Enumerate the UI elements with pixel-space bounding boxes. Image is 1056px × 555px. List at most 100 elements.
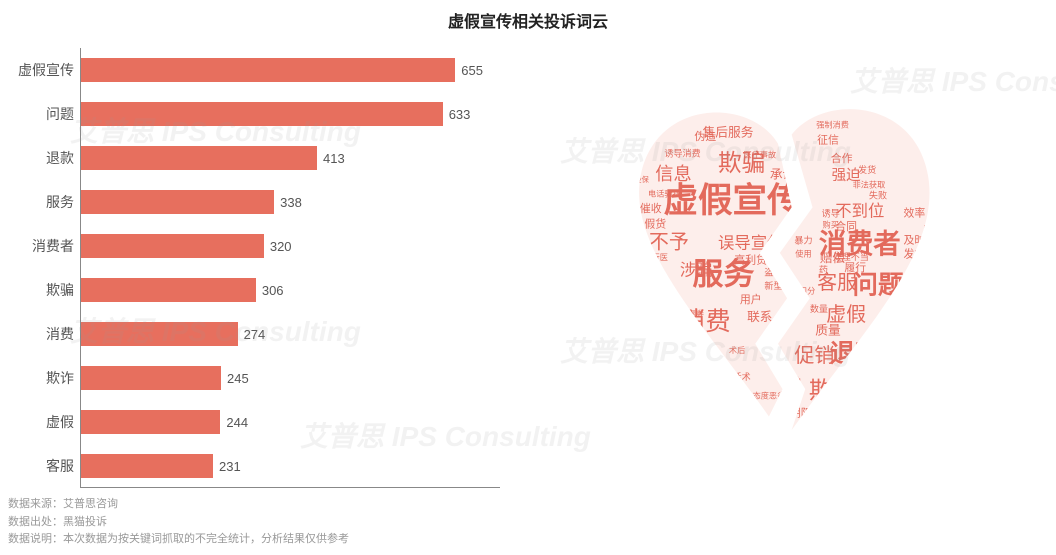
bar-category-label: 欺骗: [14, 280, 80, 300]
wordcloud-word: 商户: [655, 307, 673, 318]
wordcloud-word: 诱导消费: [664, 147, 700, 158]
wordcloud-word: 联系: [747, 309, 772, 324]
wordcloud-word: 处理: [658, 371, 698, 394]
wordcloud-word: 盗取: [764, 267, 782, 278]
wordcloud-word: 假货: [644, 216, 666, 230]
wordcloud-word: 药: [819, 265, 828, 275]
bar-fill: [81, 322, 238, 346]
wordcloud-word: 购买: [823, 219, 839, 229]
wordcloud-word: 阴阳: [790, 406, 812, 419]
broken-heart-wordcloud: 虚假宣传服务消费欺骗不予误导宣传涉骗广告处理不到信息售后服务承诺伪造诱导消费电话…: [568, 71, 988, 471]
bar-value-label: 274: [244, 327, 266, 342]
bar-category-label: 问题: [14, 104, 80, 124]
wordcloud-word: 涉骗: [680, 262, 713, 280]
wordcloud-word: 广告: [663, 339, 703, 362]
wordcloud-word: 催收: [640, 201, 662, 215]
bar-fill: [81, 366, 221, 390]
wordcloud-word: 售后: [660, 333, 678, 344]
wordcloud-word: 态度差: [642, 294, 669, 305]
bar-value-label: 244: [226, 415, 248, 430]
wordcloud-word: 退款: [830, 340, 881, 368]
wordcloud-word: 信息: [655, 164, 691, 184]
bar-row: 虚假 244: [14, 400, 510, 444]
bar-category-label: 退款: [14, 148, 80, 168]
wordcloud-word: 医嘱: [633, 253, 649, 262]
wordcloud-word: 术后: [729, 345, 745, 355]
wordcloud-word: 霸王条款: [903, 368, 936, 378]
bar-fill: [81, 454, 213, 478]
wordcloud-word: 医生: [625, 337, 640, 346]
bar-value-label: 633: [449, 107, 471, 122]
wordcloud-word: 使用: [795, 248, 811, 258]
wordcloud-word: 三包: [888, 299, 904, 309]
wordcloud-word: 新型: [764, 280, 782, 291]
wordcloud-word: 用户: [740, 292, 762, 306]
bar-category-label: 客服: [14, 456, 80, 476]
bar-value-label: 231: [219, 459, 241, 474]
main-area: 虚假宣传655问题633退款413服务338消费者320欺骗306消费274欺诈…: [0, 38, 1056, 488]
wordcloud-word: 优惠券: [679, 308, 704, 318]
wordcloud-word: 服务态度: [834, 422, 867, 432]
wordcloud-word: 发货: [903, 246, 925, 260]
wordcloud-word: 欺头: [908, 384, 930, 397]
bar-value-label: 320: [270, 239, 292, 254]
wordcloud-word: 办理: [779, 313, 795, 323]
wordcloud-word: 投保: [634, 175, 649, 184]
wordcloud-word: 及时: [903, 234, 925, 247]
footer-origin: 数据出处：黑猫投诉: [8, 514, 349, 532]
wordcloud-word: 行医: [652, 252, 668, 262]
wordcloud-word: 理由: [646, 385, 664, 396]
bar-value-label: 413: [323, 151, 345, 166]
wordcloud-word: short: [929, 257, 945, 266]
footer-source: 数据来源：艾普思咨询: [8, 496, 349, 514]
bar-row: 欺骗306: [14, 268, 510, 312]
wordcloud-word: 不予: [649, 231, 689, 253]
wordcloud-word: 发货: [858, 164, 876, 175]
bar-fill: [81, 58, 455, 82]
bar-fill: [81, 410, 220, 434]
bar-category-label: 虚假: [14, 412, 80, 432]
wordcloud-word: 产品: [642, 344, 660, 355]
wordcloud-word: 厨师: [800, 450, 815, 459]
bar-fill: [81, 234, 264, 258]
wordcloud-word: 误导: [881, 309, 921, 331]
bar-track: 320: [80, 224, 500, 268]
chart-title: 虚假宣传相关投诉词云: [0, 0, 1056, 38]
wordcloud-word: 话术: [733, 371, 751, 382]
bar-row: 消费 274: [14, 312, 510, 356]
wordcloud-word: 不到: [657, 398, 690, 416]
bar-track: 338: [80, 180, 500, 224]
bar-category-label: 消费: [14, 324, 80, 344]
wordcloud-word: 非法获取: [853, 179, 886, 189]
wordcloud-word: 祛痘: [847, 436, 863, 446]
bar-row: 客服 231: [14, 444, 510, 488]
wordcloud-area: 虚假宣传服务消费欺骗不予误导宣传涉骗广告处理不到信息售后服务承诺伪造诱导消费电话…: [510, 38, 1046, 488]
wordcloud-word: 退货: [919, 280, 937, 291]
wordcloud-word: 高利贷: [734, 253, 767, 267]
wordcloud-word: 骗局: [923, 224, 941, 235]
wordcloud-word: 合作: [831, 151, 853, 165]
wordcloud-word: 欺诈: [809, 377, 856, 404]
wordcloud-word: 履行: [844, 261, 866, 274]
bar-chart: 虚假宣传655问题633退款413服务338消费者320欺骗306消费274欺诈…: [10, 38, 510, 488]
bar-track: 244: [80, 400, 500, 444]
wordcloud-word: 误导宣传: [718, 234, 783, 252]
wordcloud-word: 电话骚扰: [648, 188, 681, 198]
bar-fill: [81, 102, 443, 126]
wordcloud-word: 质量: [815, 323, 841, 338]
bar-row: 服务338: [14, 180, 510, 224]
bar-value-label: 338: [280, 195, 302, 210]
wordcloud-word: 活动: [783, 376, 801, 387]
bar-row: 问题 633: [14, 92, 510, 136]
wordcloud-word: 处理不当: [833, 251, 869, 262]
wordcloud-word: 承诺: [770, 166, 796, 181]
wordcloud-word: 医疗事故: [743, 149, 776, 159]
footer-notes: 数据来源：艾普思咨询 数据出处：黑猫投诉 数据说明：本次数据为按关键词抓取的不完…: [8, 496, 349, 549]
bar-fill: [81, 146, 317, 170]
wordcloud-word: 套路: [656, 436, 672, 446]
wordcloud-word: 强制消费: [816, 119, 849, 129]
wordcloud-word: 失败: [869, 189, 887, 200]
wordcloud-word: 征信: [817, 134, 839, 147]
wordcloud-word: 促销: [794, 344, 834, 367]
x-axis: [80, 487, 500, 488]
